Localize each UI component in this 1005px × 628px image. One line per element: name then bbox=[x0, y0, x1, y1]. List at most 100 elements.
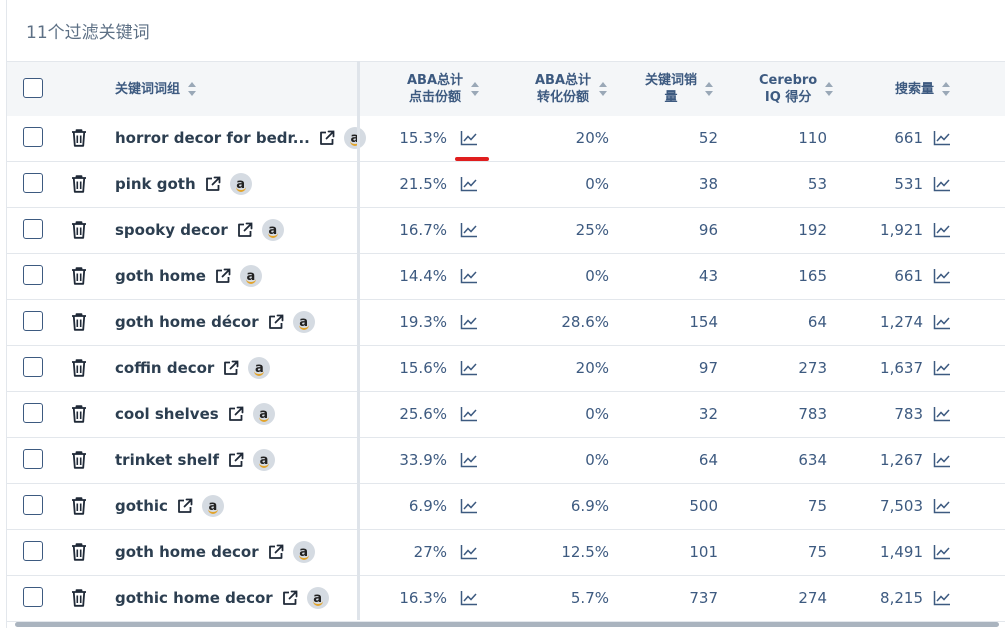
cerebro-iq-value: 273 bbox=[798, 359, 827, 377]
search-volume-value: 7,503 bbox=[880, 497, 923, 515]
trash-icon[interactable] bbox=[70, 312, 88, 332]
chart-line-icon[interactable] bbox=[460, 498, 478, 514]
table-row: gothic a 6.9% 6.9% 500 75 7,503 bbox=[7, 483, 1005, 530]
chart-line-icon[interactable] bbox=[933, 590, 951, 606]
header-cerebro-iq[interactable]: Cerebro IQ 得分 bbox=[759, 62, 834, 116]
keyword-sales-value: 96 bbox=[698, 221, 718, 239]
chart-line-icon[interactable] bbox=[460, 452, 478, 468]
external-link-icon[interactable] bbox=[227, 405, 245, 423]
keyword-cell: gothic home decor a bbox=[115, 575, 329, 621]
trash-icon[interactable] bbox=[70, 496, 88, 516]
amazon-icon[interactable]: a bbox=[229, 173, 252, 195]
cerebro-iq-value: 110 bbox=[798, 129, 827, 147]
click-share-value: 21.5% bbox=[399, 175, 447, 193]
horizontal-scrollbar[interactable] bbox=[15, 622, 999, 627]
header-keyword[interactable]: 关键词词组 bbox=[115, 62, 197, 116]
trash-icon[interactable] bbox=[70, 404, 88, 424]
row-checkbox[interactable] bbox=[23, 127, 43, 147]
external-link-icon[interactable] bbox=[281, 589, 299, 607]
row-checkbox[interactable] bbox=[23, 311, 43, 331]
amazon-icon[interactable]: a bbox=[248, 357, 271, 379]
external-link-icon[interactable] bbox=[318, 129, 336, 147]
chart-line-icon[interactable] bbox=[460, 268, 478, 284]
chart-line-icon[interactable] bbox=[460, 360, 478, 376]
keyword-cell: goth home decor a bbox=[115, 529, 315, 575]
chart-line-icon[interactable] bbox=[460, 544, 478, 560]
external-link-icon[interactable] bbox=[236, 221, 254, 239]
chart-line-icon[interactable] bbox=[933, 406, 951, 422]
chart-line-icon[interactable] bbox=[933, 360, 951, 376]
row-checkbox[interactable] bbox=[23, 265, 43, 285]
chart-line-icon[interactable] bbox=[933, 314, 951, 330]
row-checkbox[interactable] bbox=[23, 173, 43, 193]
cerebro-iq-value: 75 bbox=[807, 497, 827, 515]
sort-icon[interactable] bbox=[471, 82, 480, 96]
click-share-value: 25.6% bbox=[399, 405, 447, 423]
row-checkbox[interactable] bbox=[23, 587, 43, 607]
chart-line-icon[interactable] bbox=[933, 498, 951, 514]
sort-icon[interactable] bbox=[705, 82, 714, 96]
header-aba-conversion-share[interactable]: ABA总计 转化份额 bbox=[535, 62, 608, 116]
external-link-icon[interactable] bbox=[222, 359, 240, 377]
keyword-cell: goth home a bbox=[115, 253, 262, 299]
table-row: gothic home decor a 16.3% 5.7% 737 274 8,215 bbox=[7, 575, 1005, 622]
amazon-icon[interactable]: a bbox=[252, 449, 275, 471]
trash-icon[interactable] bbox=[70, 220, 88, 240]
chart-line-icon[interactable] bbox=[460, 176, 478, 192]
chart-line-icon[interactable] bbox=[460, 222, 478, 238]
chart-line-icon[interactable] bbox=[933, 176, 951, 192]
click-share-value: 16.3% bbox=[399, 589, 447, 607]
amazon-icon[interactable]: a bbox=[306, 587, 329, 609]
external-link-icon[interactable] bbox=[214, 267, 232, 285]
amazon-icon[interactable]: a bbox=[252, 403, 275, 425]
row-checkbox[interactable] bbox=[23, 357, 43, 377]
external-link-icon[interactable] bbox=[267, 313, 285, 331]
trash-icon[interactable] bbox=[70, 588, 88, 608]
sort-icon[interactable] bbox=[942, 82, 951, 96]
external-link-icon[interactable] bbox=[204, 175, 222, 193]
chart-line-icon[interactable] bbox=[933, 544, 951, 560]
chart-line-icon[interactable] bbox=[933, 452, 951, 468]
amazon-icon[interactable]: a bbox=[343, 127, 366, 149]
header-aba-click-share[interactable]: ABA总计 点击份额 bbox=[407, 62, 480, 116]
amazon-icon[interactable]: a bbox=[292, 311, 315, 333]
header-search-volume[interactable]: 搜索量 bbox=[895, 62, 951, 116]
header-keyword-sales[interactable]: 关键词销量 bbox=[645, 62, 714, 116]
chart-line-icon[interactable] bbox=[460, 406, 478, 422]
click-share-value: 27% bbox=[413, 543, 447, 561]
trash-icon[interactable] bbox=[70, 128, 88, 148]
chart-line-icon[interactable] bbox=[460, 130, 478, 146]
row-checkbox[interactable] bbox=[23, 403, 43, 423]
sort-icon[interactable] bbox=[599, 82, 608, 96]
chart-line-icon[interactable] bbox=[460, 314, 478, 330]
row-checkbox[interactable] bbox=[23, 495, 43, 515]
chart-line-icon[interactable] bbox=[460, 590, 478, 606]
row-checkbox[interactable] bbox=[23, 219, 43, 239]
trash-icon[interactable] bbox=[70, 266, 88, 286]
trash-icon[interactable] bbox=[70, 450, 88, 470]
external-link-icon[interactable] bbox=[227, 451, 245, 469]
click-share-value: 16.7% bbox=[399, 221, 447, 239]
cerebro-iq-value: 165 bbox=[798, 267, 827, 285]
row-checkbox[interactable] bbox=[23, 449, 43, 469]
external-link-icon[interactable] bbox=[176, 497, 194, 515]
chart-line-icon[interactable] bbox=[933, 222, 951, 238]
chart-line-icon[interactable] bbox=[933, 268, 951, 284]
trash-icon[interactable] bbox=[70, 358, 88, 378]
trash-icon[interactable] bbox=[70, 542, 88, 562]
amazon-icon[interactable]: a bbox=[261, 219, 284, 241]
keyword-text: gothic home decor bbox=[115, 589, 273, 607]
amazon-icon[interactable]: a bbox=[292, 541, 315, 563]
sort-icon[interactable] bbox=[825, 82, 834, 96]
trash-icon[interactable] bbox=[70, 174, 88, 194]
sort-icon[interactable] bbox=[188, 82, 197, 96]
row-checkbox[interactable] bbox=[23, 541, 43, 561]
select-all-checkbox[interactable] bbox=[23, 78, 43, 98]
amazon-icon[interactable]: a bbox=[239, 265, 262, 287]
chart-line-icon[interactable] bbox=[933, 130, 951, 146]
keyword-cell: goth home décor a bbox=[115, 299, 315, 345]
conversion-share-value: 25% bbox=[575, 221, 609, 239]
amazon-icon[interactable]: a bbox=[201, 495, 224, 517]
click-share-value: 33.9% bbox=[399, 451, 447, 469]
external-link-icon[interactable] bbox=[267, 543, 285, 561]
